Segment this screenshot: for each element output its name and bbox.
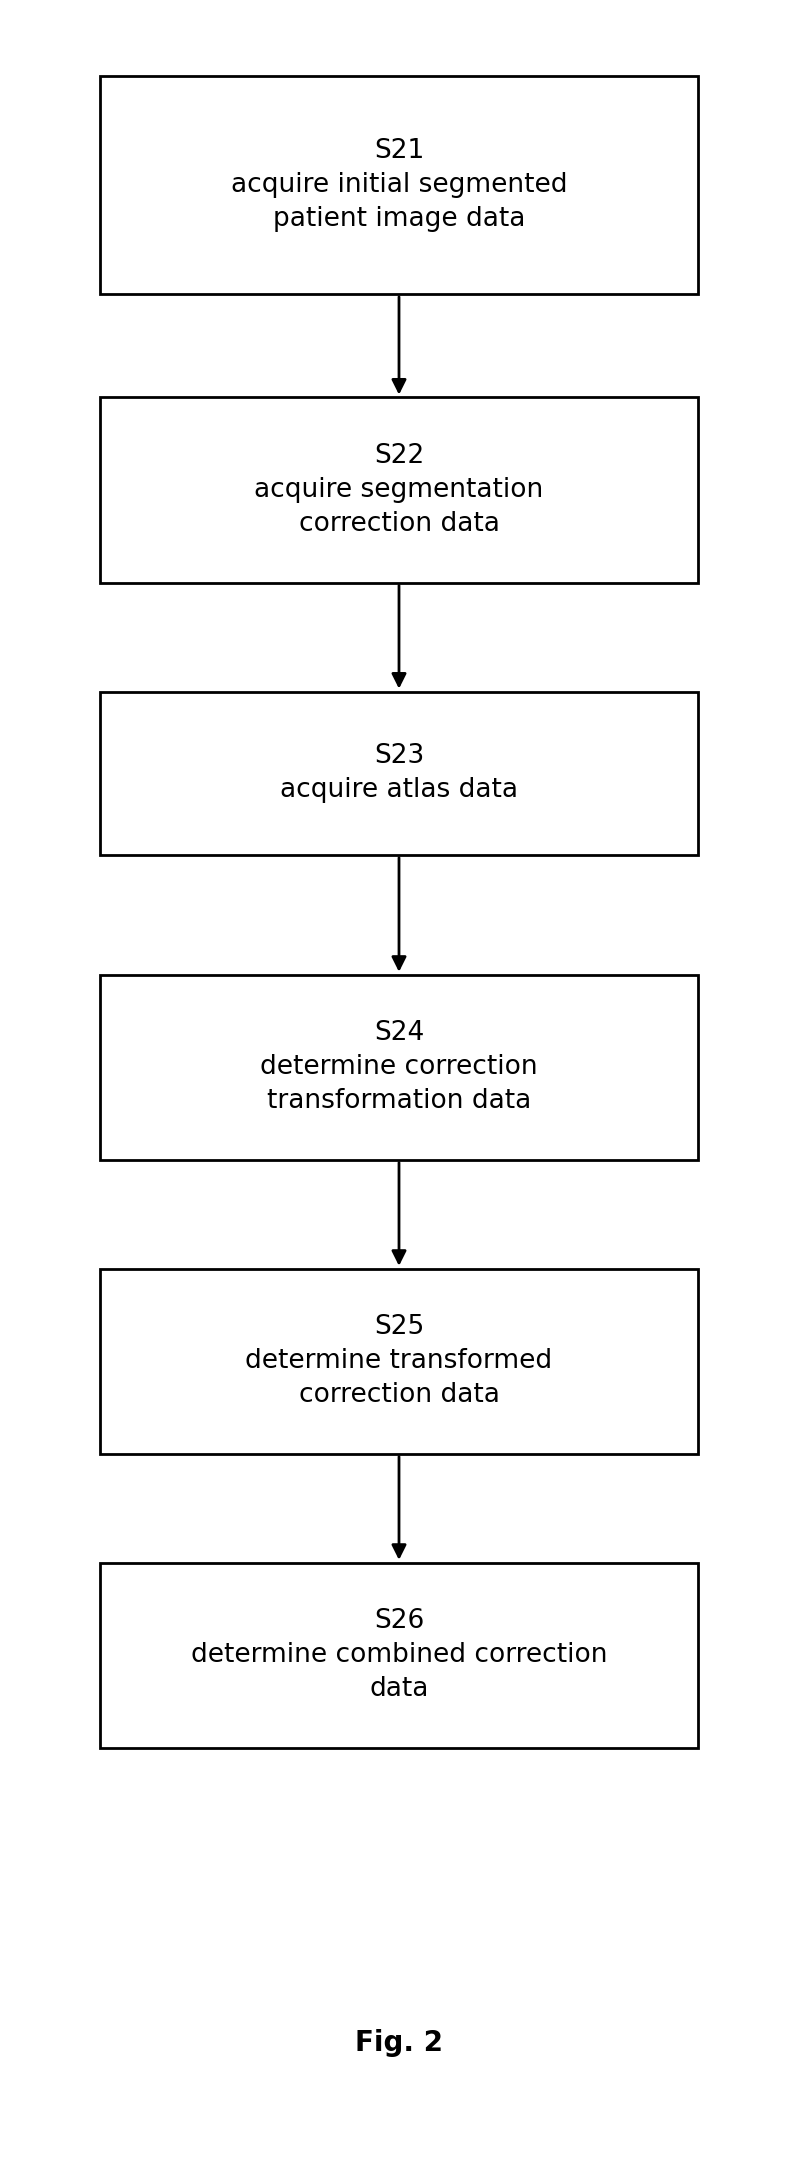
FancyBboxPatch shape — [100, 693, 698, 854]
Text: S25
determine transformed
correction data: S25 determine transformed correction dat… — [246, 1313, 552, 1409]
Text: Fig. 2: Fig. 2 — [355, 2030, 443, 2056]
FancyBboxPatch shape — [100, 396, 698, 582]
Text: S22
acquire segmentation
correction data: S22 acquire segmentation correction data — [255, 442, 543, 538]
FancyBboxPatch shape — [100, 1564, 698, 1747]
FancyBboxPatch shape — [100, 976, 698, 1159]
Text: S21
acquire initial segmented
patient image data: S21 acquire initial segmented patient im… — [231, 137, 567, 233]
Text: S24
determine correction
transformation data: S24 determine correction transformation … — [260, 1019, 538, 1115]
FancyBboxPatch shape — [100, 1268, 698, 1455]
FancyBboxPatch shape — [100, 76, 698, 294]
Text: S26
determine combined correction
data: S26 determine combined correction data — [191, 1607, 607, 1703]
Text: S23
acquire atlas data: S23 acquire atlas data — [280, 743, 518, 804]
